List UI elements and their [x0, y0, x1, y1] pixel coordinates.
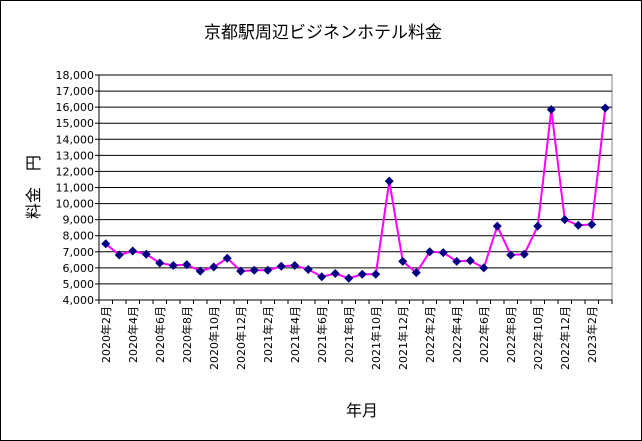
x-tick-label: 2020年4月: [126, 306, 140, 363]
data-point: [425, 247, 435, 257]
data-point: [560, 215, 570, 225]
y-tick-label: 8,000: [63, 230, 95, 243]
x-tick-label: 2022年10月: [531, 306, 545, 370]
data-point: [168, 260, 178, 270]
y-tick-label: 14,000: [56, 133, 95, 146]
data-point: [182, 260, 192, 270]
y-tick-label: 5,000: [63, 278, 95, 291]
data-point: [222, 253, 232, 263]
data-point: [506, 250, 516, 260]
x-tick-label: 2021年10月: [369, 306, 383, 370]
x-tick-label: 2020年6月: [153, 306, 167, 363]
data-point: [317, 272, 327, 282]
data-point: [600, 103, 610, 113]
y-tick-label: 16,000: [56, 101, 95, 114]
y-tick-label: 13,000: [56, 149, 95, 162]
x-axis-label: 年月: [346, 401, 378, 420]
data-point: [344, 273, 354, 283]
data-point: [479, 263, 489, 273]
data-point: [114, 250, 124, 260]
x-tick-label: 2022年8月: [504, 306, 518, 363]
y-tick-label: 11,000: [56, 182, 95, 195]
data-point: [276, 261, 286, 271]
y-tick-label: 10,000: [56, 198, 95, 211]
chart-title: 京都駅周辺ビジネンホテル料金: [204, 23, 442, 43]
data-point: [155, 258, 165, 268]
x-tick-label: 2021年12月: [396, 306, 410, 370]
y-tick-label: 18,000: [56, 69, 95, 82]
data-point: [263, 265, 273, 275]
series-group: [101, 103, 610, 283]
x-tick-label: 2021年2月: [261, 306, 275, 363]
data-point: [573, 220, 583, 230]
y-tick-label: 15,000: [56, 117, 95, 130]
data-point: [195, 266, 205, 276]
y-axis-ticks: 4,000 5,000 6,000 7,000 8,000 9,000 10,000 11,0…: [56, 69, 99, 307]
x-tick-label: 2020年12月: [234, 306, 248, 370]
data-point: [236, 266, 246, 276]
data-point: [290, 260, 300, 270]
y-tick-label: 7,000: [63, 246, 95, 259]
x-tick-label: 2020年10月: [207, 306, 221, 370]
x-tick-label: 2021年4月: [288, 306, 302, 363]
x-tick-label: 2020年2月: [99, 306, 113, 363]
data-point: [371, 269, 381, 279]
x-tick-label: 2022年2月: [423, 306, 437, 363]
y-axis-label: 料金 円: [24, 155, 43, 219]
data-point: [587, 219, 597, 229]
data-point: [330, 268, 340, 278]
data-point: [141, 249, 151, 259]
x-tick-label: 2021年6月: [315, 306, 329, 363]
data-point: [101, 239, 111, 249]
y-tick-label: 4,000: [63, 294, 95, 307]
data-point: [546, 105, 556, 115]
data-point: [249, 265, 259, 275]
data-point: [384, 176, 394, 186]
data-point: [209, 262, 219, 272]
x-tick-label: 2023年2月: [585, 306, 599, 363]
data-point: [465, 256, 475, 266]
y-tick-label: 12,000: [56, 165, 95, 178]
data-point: [533, 221, 543, 231]
data-point: [303, 264, 313, 274]
data-point: [411, 268, 421, 278]
y-tick-label: 6,000: [63, 262, 95, 275]
data-point: [398, 256, 408, 266]
x-tick-label: 2022年6月: [477, 306, 491, 363]
x-tick-label: 2022年4月: [450, 306, 464, 363]
data-point: [438, 248, 448, 258]
data-point: [452, 256, 462, 266]
data-point: [357, 269, 367, 279]
data-point: [128, 246, 138, 256]
y-tick-label: 17,000: [56, 85, 95, 98]
data-point: [519, 249, 529, 259]
data-point: [492, 221, 502, 231]
x-tick-label: 2021年8月: [342, 306, 356, 363]
x-tick-label: 2022年12月: [558, 306, 572, 370]
x-tick-label: 2020年8月: [180, 306, 194, 363]
y-tick-label: 9,000: [63, 214, 95, 227]
gridlines: [99, 74, 612, 285]
x-axis-ticks: 2020年2月 2020年4月 2020年6月 2020年8月 2020年10月 2020…: [98, 300, 613, 370]
